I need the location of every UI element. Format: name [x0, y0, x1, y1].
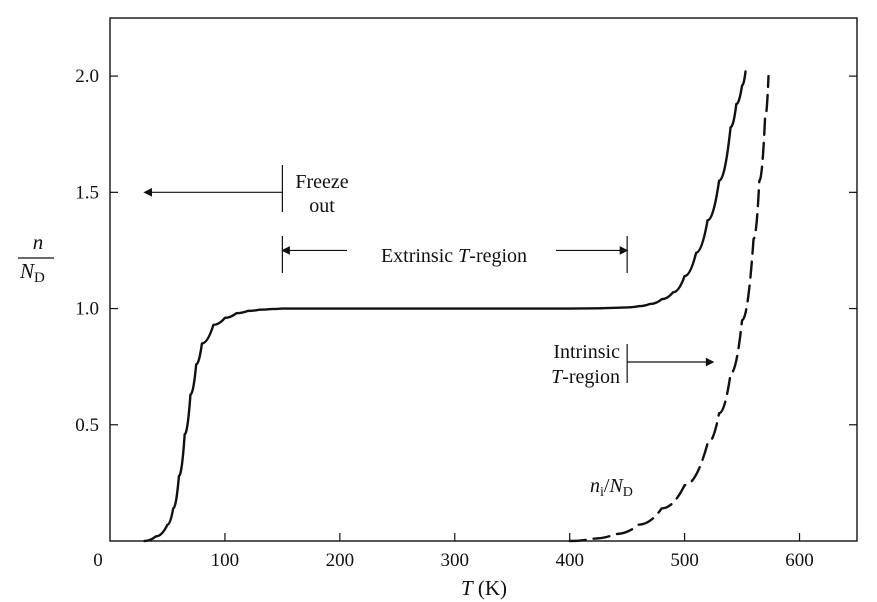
intrinsic-region-label-t: T: [551, 366, 564, 388]
ni-over-nd-label-subscript-i: i: [600, 485, 604, 500]
plot-frame: [109, 17, 858, 542]
y-axis-label: nND: [18, 230, 54, 286]
y-axis-label-denominator-n: N: [19, 259, 35, 283]
extrinsic-region-label: Extrinsic T-region: [381, 245, 527, 267]
freeze-out-label-line-2: out: [309, 195, 335, 217]
x-tick-label-0: 0: [93, 550, 103, 571]
freeze-out-arrow-head: [143, 188, 152, 197]
ni-over-nd-label-n-d: N: [608, 475, 624, 497]
x-tick-label-300: 300: [441, 550, 470, 571]
y-tick-label-2: 2.0: [75, 66, 99, 87]
ni-over-nd-label: ni/ND: [590, 475, 633, 500]
x-axis-label: T (K): [461, 576, 507, 600]
intrinsic-arrow-head: [705, 357, 715, 367]
intrinsic-region-label-line-2: T-region: [551, 366, 620, 388]
x-axis-label-unit: (K): [473, 576, 507, 600]
electron-density-solid-curve: [143, 70, 747, 543]
y-axis-label-denominator: ND: [19, 259, 45, 286]
x-tick-label-100: 100: [211, 550, 240, 571]
extrinsic-right-arrow-head: [619, 246, 629, 255]
y-axis-label-numerator: n: [33, 230, 44, 254]
extrinsic-region-label-t: T: [458, 245, 471, 267]
freeze-out-label-line-1: Freeze: [295, 171, 348, 193]
extrinsic-left-arrow-head: [281, 246, 290, 255]
y-axis-label-denominator-subscript: D: [34, 270, 45, 286]
intrinsic-carrier-dashed-curve: [568, 74, 770, 543]
y-tick-label-0-5: 0.5: [75, 415, 99, 436]
extrinsic-region-label-prefix: Extrinsic: [381, 245, 458, 267]
x-tick-label-400: 400: [555, 550, 584, 571]
x-axis-label-t: T: [461, 576, 474, 600]
x-tick-label-200: 200: [326, 550, 355, 571]
x-tick-label-500: 500: [670, 550, 699, 571]
extrinsic-region-label-suffix: -region: [469, 245, 527, 267]
x-tick-label-600: 600: [785, 550, 814, 571]
intrinsic-region-label-suffix: -region: [562, 366, 620, 388]
ni-over-nd-label-slash: /: [604, 475, 610, 497]
y-tick-label-1: 1.0: [75, 299, 99, 320]
intrinsic-region-label-line-1: Intrinsic: [553, 341, 620, 363]
ni-over-nd-label-n: n: [590, 475, 600, 497]
ni-over-nd-label-subscript-d: D: [623, 485, 633, 500]
y-tick-label-1-5: 1.5: [75, 182, 99, 203]
